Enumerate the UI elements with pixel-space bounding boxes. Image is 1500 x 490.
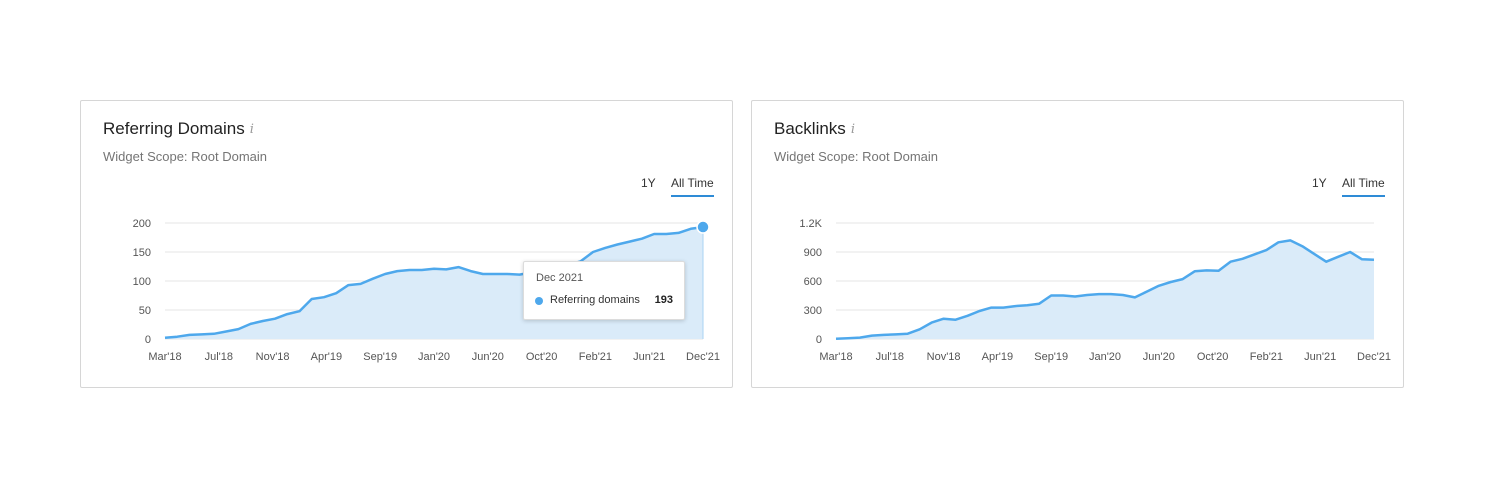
y-tick-label: 100	[133, 276, 151, 288]
info-icon[interactable]: i	[249, 122, 254, 137]
period-1y-tab[interactable]: 1Y	[1312, 176, 1327, 190]
series-area	[836, 240, 1374, 339]
period-all-time-tab[interactable]: All Time	[671, 176, 714, 197]
widget-title-text: Referring Domains	[103, 119, 245, 138]
legend-dot-icon	[535, 297, 543, 305]
widget-title-text: Backlinks	[774, 119, 846, 138]
y-tick-label: 900	[804, 247, 822, 259]
widget-scope: Widget Scope: Root Domain	[774, 149, 939, 164]
widget-title: Referring Domains i	[103, 119, 254, 139]
x-tick-label: Sep'19	[363, 351, 397, 363]
y-tick-label: 50	[139, 305, 151, 317]
x-tick-label: Apr'19	[311, 351, 342, 363]
x-tick-label: Nov'18	[927, 351, 961, 363]
widget-scope: Widget Scope: Root Domain	[103, 149, 268, 164]
backlinks-widget: Backlinks i Widget Scope: Root Domain 1Y …	[751, 100, 1404, 388]
x-tick-label: Jun'20	[1143, 351, 1175, 363]
y-tick-label: 300	[804, 305, 822, 317]
y-tick-label: 1.2K	[799, 218, 822, 230]
y-tick-label: 0	[816, 334, 822, 346]
info-icon[interactable]: i	[850, 122, 855, 137]
x-tick-label: Feb'21	[579, 351, 612, 363]
series-line	[835, 239, 1375, 341]
x-tick-label: Apr'19	[982, 351, 1013, 363]
x-tick-label: Jan'20	[418, 351, 450, 363]
x-tick-label: Oct'20	[526, 351, 557, 363]
tooltip-series-label: Referring domains	[550, 294, 640, 306]
referring-domains-chart[interactable]: 0 50 100 150 200 Mar'18 Jul'18 Nov'18 Apr'19 Sep'…	[81, 101, 734, 389]
x-tick-label: Dec'21	[686, 351, 720, 363]
series-line	[164, 225, 704, 340]
widget-title: Backlinks i	[774, 119, 855, 139]
x-tick-label: Sep'19	[1034, 351, 1068, 363]
x-tick-label: Mar'18	[148, 351, 181, 363]
x-tick-label: Nov'18	[256, 351, 290, 363]
x-tick-label: Jun'21	[1304, 351, 1336, 363]
chart-tooltip: Dec 2021 Referring domains 193	[523, 261, 685, 320]
tooltip-date: Dec 2021	[536, 272, 584, 284]
period-1y-tab[interactable]: 1Y	[641, 176, 656, 190]
x-tick-label: Jul'18	[205, 351, 233, 363]
x-tick-label: Jun'21	[633, 351, 665, 363]
x-tick-label: Feb'21	[1250, 351, 1283, 363]
x-tick-label: Jan'20	[1089, 351, 1121, 363]
x-tick-label: Oct'20	[1197, 351, 1228, 363]
y-tick-label: 0	[145, 334, 151, 346]
x-tick-label: Jun'20	[472, 351, 504, 363]
highlight-point[interactable]	[696, 220, 710, 234]
x-tick-label: Mar'18	[819, 351, 852, 363]
tooltip-value: 193	[654, 294, 673, 306]
x-tick-label: Dec'21	[1357, 351, 1391, 363]
referring-domains-widget: Referring Domains i Widget Scope: Root Do…	[80, 100, 733, 388]
x-tick-label: Jul'18	[876, 351, 904, 363]
y-tick-label: 600	[804, 276, 822, 288]
y-tick-label: 200	[133, 218, 151, 230]
y-tick-label: 150	[133, 247, 151, 259]
backlinks-chart[interactable]: 0 300 600 900 1.2K Mar'18 Jul'18 Nov'18 Apr'19 Se…	[752, 101, 1405, 389]
period-all-time-tab[interactable]: All Time	[1342, 176, 1385, 197]
